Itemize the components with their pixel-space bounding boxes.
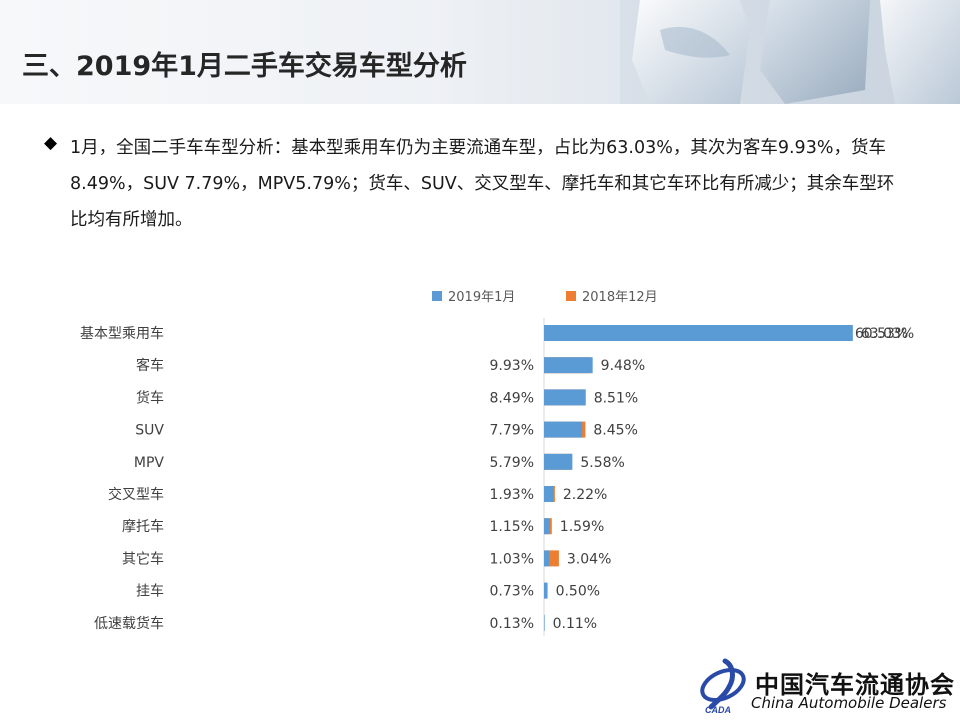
legend-swatch-previous — [566, 291, 576, 301]
legend-swatch-current — [432, 291, 442, 301]
data-label-2018-12: 3.04% — [567, 551, 611, 567]
bar-2019-01 — [544, 389, 586, 406]
bar-2019-01 — [544, 486, 554, 502]
category-label: 摩托车 — [122, 518, 164, 535]
data-label-2019-01: 0.73% — [490, 584, 534, 600]
bar-2019-01 — [544, 518, 550, 535]
data-label-2019-01: 0.13% — [490, 616, 534, 632]
data-label-2018-12: 9.48% — [601, 358, 645, 374]
bar-2019-01 — [544, 357, 593, 374]
data-label-2019-01: 1.15% — [490, 519, 534, 535]
category-label: 货车 — [136, 389, 164, 406]
data-label-2019-01: 5.79% — [490, 455, 534, 471]
bar-2019-01 — [544, 421, 583, 438]
category-label: 客车 — [136, 357, 164, 374]
data-label-2019-01: 7.79% — [490, 423, 534, 439]
data-label-2019-01: 63.03% — [861, 326, 914, 342]
data-label-2018-12: 2.22% — [563, 487, 607, 503]
bar-2019-01 — [544, 453, 573, 470]
bar-2019-01 — [544, 325, 853, 341]
category-label: 交叉型车 — [108, 486, 164, 503]
bar-2019-01 — [544, 582, 548, 599]
cada-logo: CADA 中国汽车流通协会 China Automobile Dealers — [695, 655, 954, 715]
bullet-text: 1月，全国二手车车型分析：基本型乘用车仍为主要流通车型，占比为63.03%，其次… — [70, 138, 895, 230]
diamond-icon: ◆ — [44, 133, 58, 153]
bar-2019-01 — [544, 614, 545, 631]
slide-title: 三、2019年1月二手车交易车型分析 — [22, 51, 467, 82]
data-label-2019-01: 1.03% — [490, 551, 534, 567]
cada-logo-icon: CADA — [700, 658, 746, 715]
logo-chinese-name: 中国汽车流通协会 — [755, 671, 955, 699]
data-label-2019-01: 1.93% — [490, 487, 534, 503]
data-label-2018-12: 5.58% — [580, 455, 624, 471]
logo-mark-text: CADA — [705, 705, 731, 715]
header-decoration — [620, 0, 960, 104]
legend-label-previous: 2018年12月 — [582, 290, 658, 305]
data-label-2019-01: 9.93% — [490, 358, 534, 374]
logo-english-name: China Automobile Dealers — [751, 694, 947, 712]
data-label-2018-12: 60.53% — [855, 326, 908, 342]
category-label: 基本型乘用车 — [80, 325, 164, 342]
data-label-2018-12: 0.50% — [556, 584, 600, 600]
category-label: SUV — [135, 423, 164, 439]
category-label: 低速载货车 — [94, 615, 164, 632]
category-label: 其它车 — [122, 550, 164, 567]
bar-2019-01 — [544, 550, 550, 567]
category-label: MPV — [134, 455, 165, 471]
data-label-2018-12: 8.45% — [593, 423, 637, 439]
data-label-2018-12: 1.59% — [560, 519, 604, 535]
slide-header: 三、2019年1月二手车交易车型分析 — [0, 0, 960, 104]
legend-label-current: 2019年1月 — [448, 290, 515, 305]
data-label-2018-12: 0.11% — [553, 616, 597, 632]
category-label: 挂车 — [136, 583, 164, 600]
data-label-2018-12: 8.51% — [594, 390, 638, 406]
data-label-2019-01: 8.49% — [490, 390, 534, 406]
